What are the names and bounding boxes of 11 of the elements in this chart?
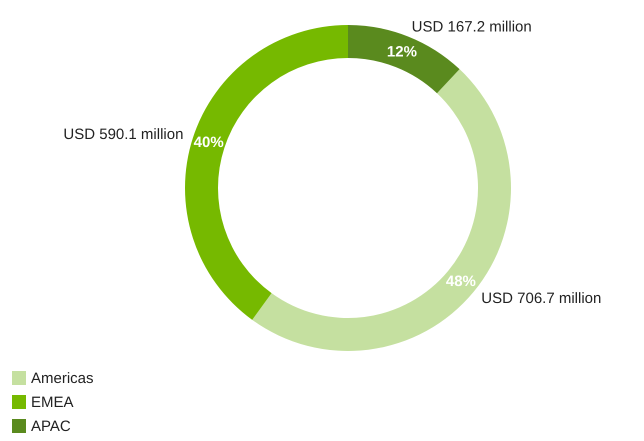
legend-label: APAC: [31, 418, 71, 434]
text: USD 590.1 million: [63, 126, 184, 144]
donut-slice: [252, 69, 511, 351]
data-label: 12%: [386, 43, 417, 60]
donut-slice: [185, 25, 348, 320]
text: USD 706.7 million: [481, 290, 602, 307]
data-label: 48%: [446, 272, 476, 290]
text: USD 167.2 million: [412, 18, 532, 36]
data-label: 40%: [194, 134, 224, 152]
legend-label: EMEA: [31, 394, 74, 410]
legend-label: Americas: [31, 370, 94, 386]
